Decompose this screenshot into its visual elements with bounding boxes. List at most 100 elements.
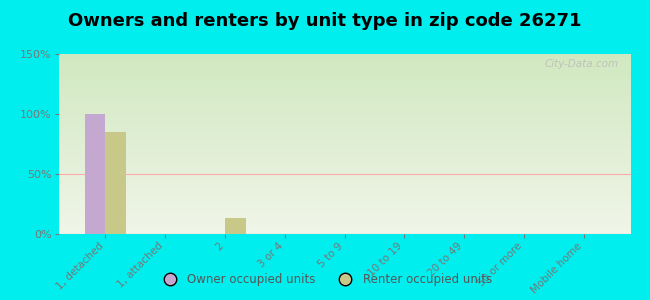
Bar: [58, 174, 630, 175]
Bar: [58, 146, 630, 147]
Bar: [58, 70, 630, 71]
Bar: [58, 192, 630, 193]
Bar: [58, 92, 630, 93]
Bar: [58, 62, 630, 63]
Bar: [58, 185, 630, 186]
Bar: [58, 230, 630, 231]
Bar: [58, 158, 630, 159]
Bar: [58, 159, 630, 160]
Bar: [58, 165, 630, 166]
Bar: [58, 112, 630, 113]
Bar: [58, 161, 630, 162]
Bar: [225, 218, 246, 234]
Bar: [58, 190, 630, 191]
Bar: [58, 154, 630, 155]
Bar: [58, 90, 630, 91]
Bar: [58, 197, 630, 198]
Bar: [58, 208, 630, 209]
Bar: [58, 179, 630, 180]
Bar: [58, 133, 630, 134]
Bar: [58, 196, 630, 197]
Bar: [58, 117, 630, 118]
Bar: [58, 182, 630, 183]
Bar: [58, 123, 630, 124]
Bar: [58, 89, 630, 90]
Bar: [58, 231, 630, 232]
Bar: [58, 167, 630, 168]
Bar: [58, 199, 630, 200]
Bar: [58, 187, 630, 188]
Bar: [58, 142, 630, 143]
Bar: [58, 224, 630, 225]
Bar: [58, 151, 630, 152]
Bar: [58, 155, 630, 156]
Bar: [58, 213, 630, 214]
Bar: [58, 103, 630, 104]
Bar: [58, 147, 630, 148]
Bar: [58, 100, 630, 101]
Bar: [58, 216, 630, 217]
Bar: [58, 84, 630, 85]
Bar: [58, 63, 630, 64]
Bar: [58, 64, 630, 65]
Bar: [58, 61, 630, 62]
Bar: [58, 132, 630, 133]
Bar: [58, 171, 630, 172]
Bar: [58, 153, 630, 154]
Bar: [58, 79, 630, 80]
Bar: [58, 115, 630, 116]
Bar: [58, 139, 630, 140]
Bar: [58, 73, 630, 74]
Bar: [58, 59, 630, 60]
Bar: [58, 78, 630, 79]
Bar: [58, 75, 630, 76]
Bar: [58, 215, 630, 216]
Bar: [58, 137, 630, 138]
Bar: [58, 152, 630, 153]
Bar: [58, 72, 630, 73]
Bar: [58, 110, 630, 111]
Bar: [58, 66, 630, 67]
Bar: [58, 177, 630, 178]
Bar: [58, 169, 630, 170]
Bar: [58, 223, 630, 224]
Bar: [58, 193, 630, 194]
Bar: [58, 150, 630, 151]
Bar: [58, 203, 630, 204]
Bar: [58, 65, 630, 66]
Bar: [58, 183, 630, 184]
Bar: [58, 80, 630, 81]
Bar: [84, 114, 105, 234]
Bar: [58, 67, 630, 68]
Bar: [58, 140, 630, 141]
Bar: [58, 225, 630, 226]
Bar: [58, 118, 630, 119]
Bar: [58, 93, 630, 94]
Text: Owners and renters by unit type in zip code 26271: Owners and renters by unit type in zip c…: [68, 12, 582, 30]
Bar: [58, 127, 630, 128]
Bar: [58, 198, 630, 199]
Bar: [58, 188, 630, 189]
Bar: [58, 57, 630, 58]
Text: City-Data.com: City-Data.com: [545, 59, 619, 69]
Bar: [58, 144, 630, 145]
Bar: [58, 162, 630, 163]
Bar: [58, 148, 630, 149]
Bar: [58, 95, 630, 96]
Bar: [58, 141, 630, 142]
Bar: [58, 226, 630, 227]
Bar: [58, 145, 630, 146]
Bar: [58, 207, 630, 208]
Bar: [58, 88, 630, 89]
Bar: [58, 178, 630, 179]
Bar: [58, 233, 630, 234]
Bar: [58, 121, 630, 122]
Bar: [58, 170, 630, 171]
Bar: [58, 114, 630, 115]
Bar: [58, 105, 630, 106]
Bar: [58, 100, 630, 101]
Bar: [58, 210, 630, 211]
Bar: [58, 156, 630, 157]
Bar: [58, 149, 630, 150]
Bar: [58, 194, 630, 195]
